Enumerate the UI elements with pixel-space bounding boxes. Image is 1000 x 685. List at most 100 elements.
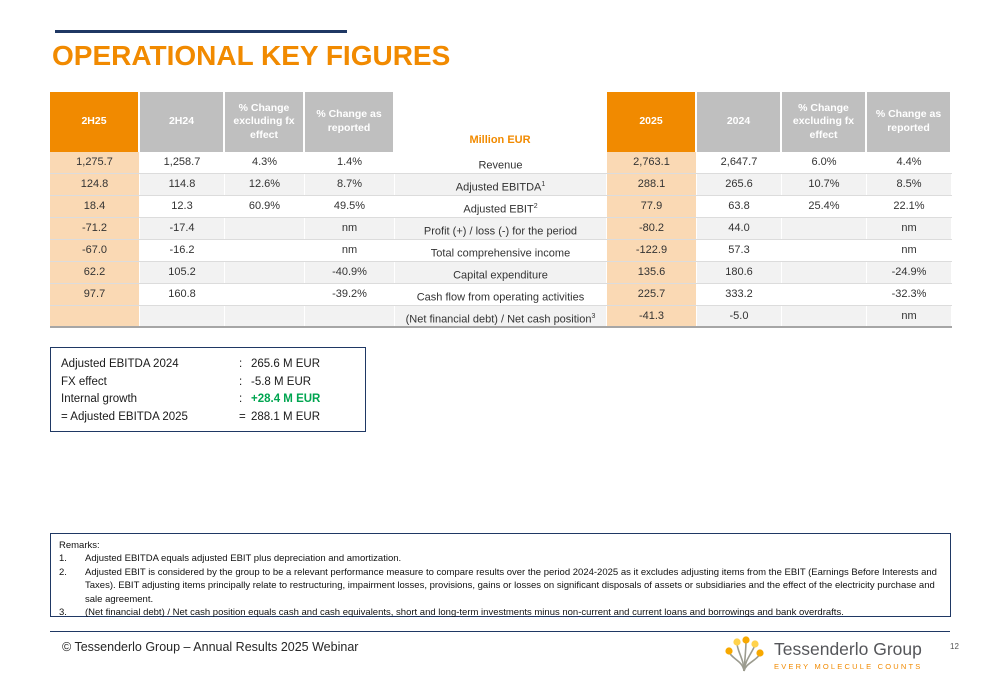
remark-number: 2. — [59, 566, 67, 578]
cell-2025: 77.9 — [607, 196, 697, 217]
col-header-change-fx-right: % Change excluding fx effect — [782, 92, 867, 152]
row-label-text: Revenue — [478, 159, 523, 172]
bridge-label: Internal growth — [61, 393, 138, 405]
row-label: Adjusted EBIT2 — [395, 196, 607, 217]
col-header-change-fx-left: % Change excluding fx effect — [225, 92, 305, 152]
key-figures-table: 2H25 2H24 % Change excluding fx effect %… — [50, 92, 952, 328]
cell-2025: 135.6 — [607, 262, 697, 283]
col-header-2h25: 2H25 — [50, 92, 140, 152]
cell-2025: -80.2 — [607, 218, 697, 239]
cell-change-fx-left: 4.3% — [225, 152, 305, 173]
row-label-text: (Net financial debt) / Net cash position — [405, 313, 592, 326]
cell-2h25: 1,275.7 — [50, 152, 140, 173]
bridge-row: Internal growth : +28.4 M EUR — [61, 391, 355, 409]
cell-change-reported-right: 4.4% — [867, 152, 952, 173]
cell-2h24: 1,258.7 — [140, 152, 225, 173]
cell-change-fx-left — [225, 262, 305, 283]
bridge-label: FX effect — [61, 375, 107, 388]
remark-item: 3. (Net financial debt) / Net cash posit… — [59, 606, 940, 619]
cell-change-reported-left: -40.9% — [305, 262, 395, 283]
row-label: Cash flow from operating activities — [395, 284, 607, 305]
bridge-value: -5.8 M EUR — [251, 375, 312, 388]
bridge-value: 265.6 M EUR — [251, 358, 321, 370]
bridge-row: Adjusted EBITDA 2024 : 265.6 M EUR — [61, 356, 355, 374]
cell-change-reported-left: nm — [305, 240, 395, 261]
cell-change-reported-right: -24.9% — [867, 262, 952, 283]
col-header-2h24: 2H24 — [140, 92, 225, 152]
table-row: 97.7 160.8 -39.2% Cash flow from operati… — [50, 284, 952, 306]
bridge-value-internal-growth: +28.4 M EUR — [251, 393, 321, 405]
cell-change-reported-left: -39.2% — [305, 284, 395, 305]
col-header-change-reported-right: % Change as reported — [867, 92, 952, 152]
cell-change-fx-left — [225, 240, 305, 261]
row-label-text: Adjusted EBITDA — [455, 181, 542, 194]
cell-change-reported-right: 8.5% — [867, 174, 952, 195]
cell-2024: 333.2 — [697, 284, 782, 305]
cell-2h24 — [140, 306, 225, 326]
remarks-title: Remarks: — [59, 540, 100, 551]
cell-change-fx-right — [782, 306, 867, 326]
cell-change-fx-right — [782, 218, 867, 239]
table-header-row: 2H25 2H24 % Change excluding fx effect %… — [50, 92, 952, 152]
cell-2h25: -67.0 — [50, 240, 140, 261]
cell-2h25: -71.2 — [50, 218, 140, 239]
bridge-row: = Adjusted EBITDA 2025 = 288.1 M EUR — [61, 409, 355, 427]
remark-text: Adjusted EBIT is considered by the group… — [85, 566, 937, 605]
cell-2h24: 114.8 — [140, 174, 225, 195]
row-label-sup: 3 — [591, 313, 596, 320]
cell-2024: 180.6 — [697, 262, 782, 283]
cell-change-reported-right: nm — [867, 306, 952, 326]
cell-2h25: 18.4 — [50, 196, 140, 217]
cell-2024: 44.0 — [697, 218, 782, 239]
title-rule — [55, 30, 347, 33]
table-row: -71.2 -17.4 nm Profit (+) / loss (-) for… — [50, 218, 952, 240]
bridge-sep: : — [239, 393, 243, 405]
footer-copyright: © Tessenderlo Group – Annual Results 202… — [62, 640, 359, 654]
cell-2h25: 97.7 — [50, 284, 140, 305]
cell-change-fx-right: 25.4% — [782, 196, 867, 217]
cell-2025: 2,763.1 — [607, 152, 697, 173]
cell-change-reported-left: nm — [305, 218, 395, 239]
cell-change-fx-right: 10.7% — [782, 174, 867, 195]
cell-2024: 265.6 — [697, 174, 782, 195]
table-row: (Net financial debt) / Net cash position… — [50, 306, 952, 328]
cell-2h25: 124.8 — [50, 174, 140, 195]
cell-change-fx-right — [782, 284, 867, 305]
col-header-change-reported-left: % Change as reported — [305, 92, 395, 152]
row-label: (Net financial debt) / Net cash position… — [395, 306, 607, 326]
remark-item: 1. Adjusted EBITDA equals adjusted EBIT … — [59, 552, 940, 565]
cell-2024: -5.0 — [697, 306, 782, 326]
table-row: -67.0 -16.2 nm Total comprehensive incom… — [50, 240, 952, 262]
cell-change-fx-left — [225, 284, 305, 305]
cell-change-fx-left — [225, 218, 305, 239]
bridge-row: FX effect : -5.8 M EUR — [61, 374, 355, 392]
remark-text: (Net financial debt) / Net cash position… — [85, 607, 844, 619]
ebitda-bridge-box: Adjusted EBITDA 2024 : 265.6 M EUR FX ef… — [50, 347, 366, 432]
page-title: OPERATIONAL KEY FIGURES — [52, 40, 451, 71]
row-label-text: Cash flow from operating activities — [416, 291, 585, 304]
cell-2h25: 62.2 — [50, 262, 140, 283]
cell-change-fx-left: 60.9% — [225, 196, 305, 217]
table-row: 62.2 105.2 -40.9% Capital expenditure 13… — [50, 262, 952, 284]
row-label: Profit (+) / loss (-) for the period — [395, 218, 607, 239]
table-row: 124.8 114.8 12.6% 8.7% Adjusted EBITDA1 … — [50, 174, 952, 196]
page-number: 12 — [950, 642, 959, 651]
footer-rule — [50, 631, 950, 632]
bridge-sep: : — [239, 375, 243, 388]
cell-change-reported-right: -32.3% — [867, 284, 952, 305]
cell-2024: 63.8 — [697, 196, 782, 217]
cell-change-fx-left — [225, 306, 305, 326]
remark-item: 2. Adjusted EBIT is considered by the gr… — [59, 566, 940, 606]
row-label-text: Total comprehensive income — [430, 247, 571, 260]
remark-number: 3. — [59, 607, 67, 619]
cell-2h24: 105.2 — [140, 262, 225, 283]
cell-change-reported-left: 8.7% — [305, 174, 395, 195]
cell-2025: -122.9 — [607, 240, 697, 261]
cell-2024: 57.3 — [697, 240, 782, 261]
col-header-million-eur: Million EUR — [395, 92, 607, 152]
bridge-sep: : — [239, 358, 243, 370]
col-header-2024: 2024 — [697, 92, 782, 152]
cell-change-fx-right — [782, 240, 867, 261]
cell-2h24: -17.4 — [140, 218, 225, 239]
